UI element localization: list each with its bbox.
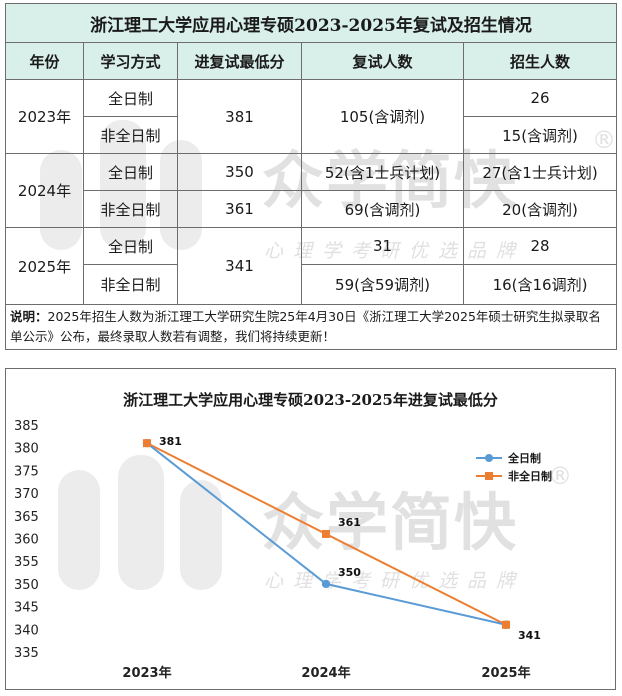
legend-swatch <box>476 454 502 462</box>
legend-label: 非全日制 <box>508 470 552 483</box>
legend-label: 全日制 <box>508 452 541 465</box>
admission-table: 浙江理工大学应用心理专硕2023-2025年复试及招生情况 年份 学习方式 进复… <box>4 3 618 350</box>
table-title: 浙江理工大学应用心理专硕2023-2025年复试及招生情况 <box>4 3 618 43</box>
data-label: 381 <box>159 435 182 448</box>
admit-cell: 27(含1士兵计划) <box>462 153 618 191</box>
data-point-fulltime <box>321 579 331 589</box>
interview-cell: 59(含59调剂) <box>301 264 464 305</box>
y-tick-label: 380 <box>14 442 39 457</box>
legend-item-parttime: 非全日制 <box>476 467 552 485</box>
admit-cell: 16(含16调剂) <box>462 264 618 305</box>
header-admit-count: 招生人数 <box>462 42 618 80</box>
interview-cell: 31 <box>301 227 464 265</box>
admit-cell: 20(含调剂) <box>462 190 618 228</box>
y-tick-label: 335 <box>14 646 39 661</box>
x-tick-label: 2025年 <box>481 665 530 681</box>
mode-cell: 非全日制 <box>83 116 178 154</box>
header-study-mode: 学习方式 <box>83 42 178 80</box>
y-tick-label: 360 <box>14 533 39 548</box>
header-min-score: 进复试最低分 <box>177 42 302 80</box>
legend-swatch <box>476 472 502 480</box>
admit-cell: 15(含调剂) <box>462 116 618 154</box>
mode-cell: 全日制 <box>83 153 178 191</box>
header-year: 年份 <box>5 42 84 80</box>
y-tick-label: 370 <box>14 487 39 502</box>
data-point-parttime <box>502 620 510 629</box>
mode-cell: 非全日制 <box>83 190 178 228</box>
data-point-parttime <box>143 439 151 448</box>
score-cell: 350 <box>177 153 302 191</box>
interview-cell: 69(含调剂) <box>301 190 464 228</box>
admit-cell: 28 <box>462 227 618 265</box>
admit-cell: 26 <box>462 79 618 117</box>
mode-cell: 全日制 <box>83 227 178 265</box>
data-label: 341 <box>518 629 541 642</box>
chart-title: 浙江理工大学应用心理专硕2023-2025年进复试最低分 <box>123 391 498 409</box>
x-tick-label: 2023年 <box>122 665 171 681</box>
year-2024: 2024年 <box>5 153 84 228</box>
y-tick-label: 340 <box>14 623 39 638</box>
y-tick-label: 345 <box>14 601 39 616</box>
interview-cell: 105(含调剂) <box>301 79 464 154</box>
data-label: 361 <box>338 516 361 529</box>
data-label: 350 <box>338 566 361 579</box>
y-tick-label: 350 <box>14 578 39 593</box>
note-text: 2025年招生人数为浙江理工大学研究生院25年4月30日《浙江理工大学2025年… <box>10 309 601 344</box>
score-cell: 381 <box>177 79 302 154</box>
y-tick-label: 365 <box>14 510 39 525</box>
legend-item-fulltime: 全日制 <box>476 449 552 467</box>
data-point-parttime <box>322 529 330 538</box>
year-2025: 2025年 <box>5 227 84 305</box>
header-interview-count: 复试人数 <box>301 42 464 80</box>
y-tick-label: 355 <box>14 555 39 570</box>
table-note: 说明：2025年招生人数为浙江理工大学研究生院25年4月30日《浙江理工大学20… <box>4 304 618 350</box>
year-2023: 2023年 <box>5 79 84 154</box>
x-tick-label: 2024年 <box>301 665 350 681</box>
mode-cell: 全日制 <box>83 79 178 117</box>
chart-legend: 全日制 非全日制 <box>476 449 552 485</box>
chart-panel: 浙江理工大学应用心理专硕2023-2025年进复试最低分 385 380 375 37… <box>5 368 616 690</box>
score-cell: 341 <box>177 227 302 305</box>
score-cell: 361 <box>177 190 302 228</box>
note-label: 说明： <box>10 309 48 324</box>
mode-cell: 非全日制 <box>83 264 178 305</box>
y-tick-label: 375 <box>14 464 39 479</box>
line-chart: 385 380 375 370 365 360 355 350 345 340 335 2023年 20… <box>14 419 541 681</box>
y-tick-label: 385 <box>14 419 39 434</box>
interview-cell: 52(含1士兵计划) <box>301 153 464 191</box>
